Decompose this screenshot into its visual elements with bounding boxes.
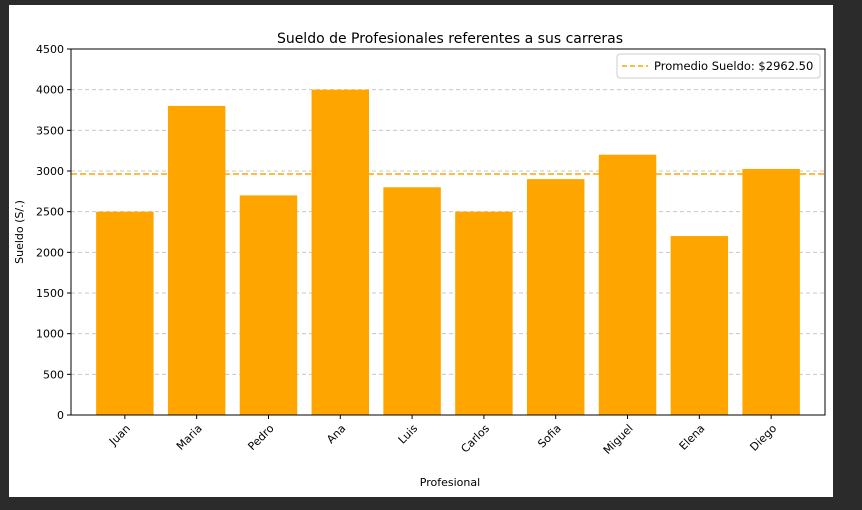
x-tick-label: Pedro (245, 422, 276, 453)
y-axis-label: Sueldo (S/.) (13, 200, 26, 264)
x-tick-label: Juan (106, 422, 133, 449)
x-tick-label: Carlos (458, 422, 492, 456)
y-tick-label: 3000 (36, 165, 64, 178)
x-tick-label: Ana (324, 422, 348, 446)
x-tick-label: Sofia (535, 422, 564, 451)
y-tick-label: 1500 (36, 287, 64, 300)
y-tick-label: 0 (57, 409, 64, 422)
x-tick-label: Luis (396, 422, 421, 447)
bar-juan (96, 211, 154, 415)
x-tick-label: Diego (747, 422, 779, 454)
bar-miguel (598, 154, 657, 415)
legend-box (616, 53, 821, 79)
y-tick-label: 2000 (36, 246, 64, 259)
bar-luis (383, 187, 441, 415)
bar-diego (742, 168, 800, 415)
bar-ana (311, 89, 370, 416)
bar-sofia (526, 179, 585, 415)
bars (96, 89, 800, 416)
chart-title: Sueldo de Profesionales referentes a sus… (277, 31, 623, 47)
bar-elena (670, 236, 729, 415)
y-tick-label: 4000 (36, 84, 64, 97)
bar-pedro (239, 195, 298, 415)
x-axis-label: Profesional (420, 476, 480, 489)
bar-maria (167, 105, 226, 415)
x-tick-label: Elena (677, 422, 708, 453)
y-axis: 0 500 1000 1500 2000 2500 3000 3500 4000 4500 (36, 43, 71, 422)
bar-carlos (455, 211, 513, 415)
chart-figure: Sueldo de Profesionales referentes a sus… (9, 5, 833, 497)
legend: Promedio Sueldo: $2962.50 (616, 53, 821, 79)
x-tick-label: Miguel (601, 422, 636, 457)
y-tick-label: 4500 (36, 43, 64, 56)
y-tick-label: 3500 (36, 124, 64, 137)
x-tick-label: Maria (174, 422, 205, 453)
y-tick-label: 1000 (36, 328, 64, 341)
bar-chart: Sueldo de Profesionales referentes a sus… (13, 31, 826, 489)
x-axis: Juan Maria Pedro Ana Luis Carlos Sofia Miguel El… (106, 415, 779, 457)
legend-label: Promedio Sueldo: $2962.50 (654, 59, 813, 73)
plot-frame (70, 48, 826, 416)
y-tick-label: 2500 (36, 206, 64, 219)
y-tick-label: 500 (43, 368, 64, 381)
